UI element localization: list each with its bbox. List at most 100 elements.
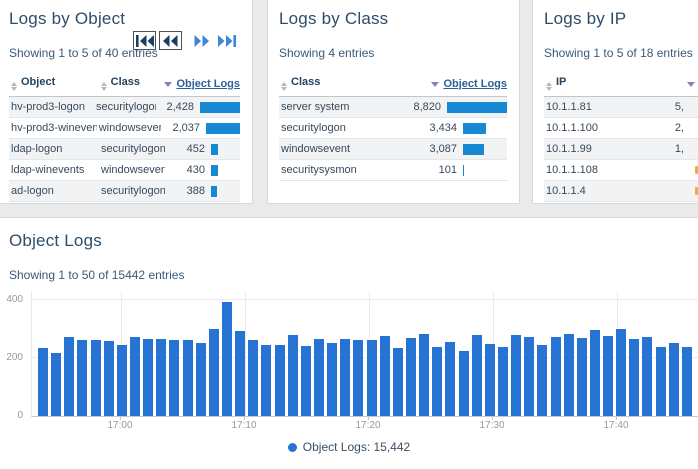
table-row[interactable]: ldap-winevents windowsevent 430 [9,160,240,181]
table-body: server system 8,820 securitylogon 3,434 wind… [279,97,507,181]
pagination-last-button[interactable] [215,31,238,50]
panel-title: Logs by Object [9,9,126,28]
chart-bar[interactable] [392,348,403,416]
y-axis-label: 0 [17,410,23,421]
table-row[interactable]: 10.1.1.108 [544,160,698,181]
gridline [32,299,698,300]
value-cell: 101 [438,164,457,176]
chart-bar[interactable] [668,343,679,416]
chart-bar[interactable] [103,341,114,416]
chart-bar[interactable] [300,346,311,416]
object-cell: hv-prod3-winevents [11,122,97,134]
next-icon [194,34,209,47]
chart-bar[interactable] [340,339,351,416]
chart-bar[interactable] [576,338,587,416]
pagination-next-button[interactable] [189,31,212,50]
table-row[interactable]: ad-logon securitylogon 388 [9,181,240,202]
table-header-row: IP Object Logs [544,73,698,97]
chart-bar[interactable] [169,340,180,416]
chart-bar[interactable] [524,337,535,416]
chart-bar[interactable] [261,345,272,416]
pagination-previous-button[interactable] [159,31,182,50]
class-cell: securitylogon [281,122,346,134]
x-axis-label: 17:40 [603,420,629,431]
chart-bar[interactable] [537,345,548,416]
table-row[interactable]: windowsevent 3,087 [279,139,507,160]
chart-bar[interactable] [143,339,154,416]
value-cell: 5, [674,101,684,113]
table-row[interactable]: 10.1.1.100 2, [544,118,698,139]
chart-bar[interactable] [497,347,508,416]
chart-bar[interactable] [353,340,364,416]
table-row[interactable]: 10.1.1.81 5, [544,97,698,118]
bar-zone [205,143,240,155]
chart-bar[interactable] [77,340,88,416]
column-header-object[interactable]: Object [9,76,99,91]
chart-bar[interactable] [550,337,561,416]
column-header-class[interactable]: Class [279,76,419,91]
table-row[interactable]: 10.1.1.99 1, [544,139,698,160]
entries-summary: Showing 1 to 5 of 40 entries [9,46,158,60]
chart-bar[interactable] [116,345,127,416]
chart-bar[interactable] [681,347,692,416]
table-row[interactable]: securitysysmon 101 [279,160,507,181]
chart-bar[interactable] [511,335,521,416]
column-header-object-logs[interactable]: Object Logs [164,78,240,90]
chart-bar[interactable] [313,339,324,416]
sort-icon [11,82,17,91]
table-row[interactable]: ldap-logon securitylogon 452 [9,139,240,160]
chart-bar[interactable] [235,331,246,416]
chart-bar[interactable] [195,343,206,416]
legend-item[interactable]: Object Logs: 15,442 [287,440,410,454]
chart-bar[interactable] [603,336,613,416]
chart-bar[interactable] [629,339,640,416]
column-header-object-logs[interactable]: Object Logs [687,78,698,90]
chart-bar[interactable] [458,351,469,416]
panel-title: Logs by IP [544,9,627,28]
chart-bar[interactable] [405,338,416,416]
chart-bar[interactable] [182,340,193,416]
value-cell: 2,037 [172,122,200,134]
table-row[interactable]: securitylogon 3,434 [279,118,507,139]
class-cell: securitysysmon [281,164,357,176]
value-cell: 452 [186,143,205,155]
pagination-first-button[interactable] [133,31,156,50]
chart-bar[interactable] [432,347,443,416]
chart-bar[interactable] [156,339,167,416]
chart-bar[interactable] [38,348,48,416]
chart-bar[interactable] [274,345,285,416]
column-header-class[interactable]: Class [99,76,165,91]
chart-bar[interactable] [419,334,430,416]
table-row[interactable]: 10.1.1.4 [544,181,698,202]
chart-bar[interactable] [655,347,666,416]
chart-bar[interactable] [248,340,259,416]
table-row[interactable]: hv-prod3-logon securitylogon 2,428 [9,97,240,118]
value-bar [463,164,464,176]
chart-bar[interactable] [484,344,495,416]
table-row[interactable]: server system 8,820 [279,97,507,118]
chart-bar[interactable] [222,302,232,416]
chart-bar[interactable] [64,337,75,416]
chart-bar[interactable] [471,335,482,416]
chart-bar[interactable] [589,330,600,416]
chart-bar[interactable] [379,336,390,416]
sort-desc-icon [687,81,695,87]
chart-bar[interactable] [90,340,101,416]
chart-bar[interactable] [130,337,140,416]
chart-bar[interactable] [208,329,219,416]
logs-by-class-table: Class Object Logs server system 8,820 secu… [279,73,507,181]
bar-zone [441,101,507,113]
chart-bar[interactable] [51,353,62,416]
chart-bar[interactable] [366,340,377,416]
chart-bar[interactable] [327,343,338,416]
chart-bar[interactable] [563,334,574,416]
column-header-ip[interactable]: IP [544,76,644,91]
chart-bar[interactable] [642,337,653,416]
class-cell: windowsevent [98,122,162,134]
chart-bar[interactable] [616,329,627,416]
table-body: hv-prod3-logon securitylogon 2,428 hv-prod3… [9,97,240,202]
chart-bar[interactable] [445,342,456,416]
chart-bar[interactable] [287,335,298,416]
column-header-object-logs[interactable]: Object Logs [419,78,507,90]
